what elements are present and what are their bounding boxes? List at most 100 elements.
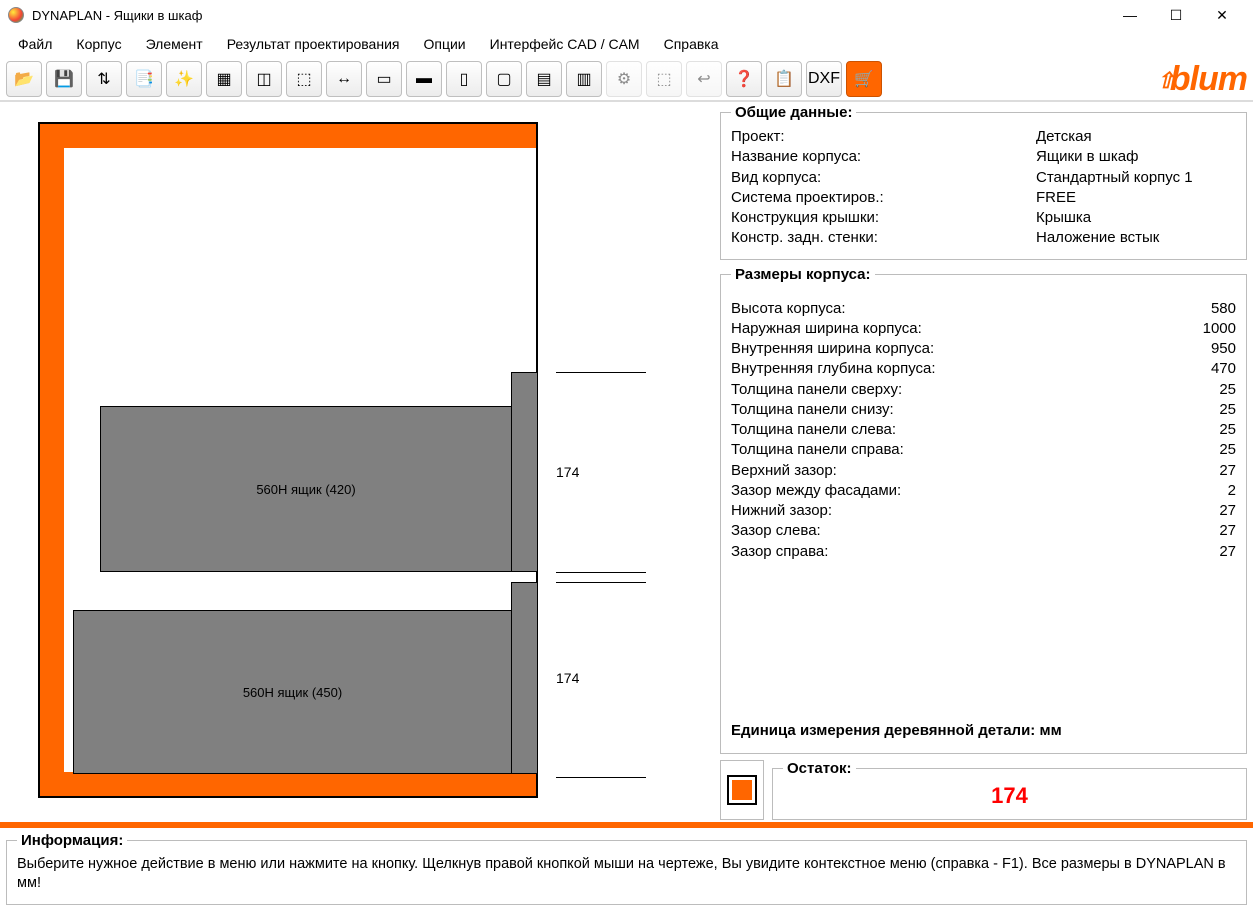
dim-key: Внутренняя ширина корпуса: — [731, 339, 1176, 359]
toolbar-button-12[interactable]: ▢ — [486, 61, 522, 97]
toolbar-button-8[interactable]: ↔ — [326, 61, 362, 97]
toolbar: 📂💾⇅📑✨▦◫⬚↔▭▬▯▢▤▥⚙⬚↩❓📋DXF🛒 ⇧blum — [0, 58, 1253, 102]
remainder-panel: Остаток: 174 — [772, 760, 1247, 820]
lid-label: Конструкция крышки: — [731, 208, 1036, 228]
toolbar-button-18[interactable]: ❓ — [726, 61, 762, 97]
dim-value: 27 — [1176, 501, 1236, 521]
menu-corpus[interactable]: Корпус — [64, 32, 133, 56]
menu-options[interactable]: Опции — [411, 32, 477, 56]
dims-legend: Размеры корпуса: — [731, 266, 875, 283]
cabinet-drawing: 560H ящик (420) 560H ящик (450) — [38, 122, 538, 798]
dim-row: Зазор справа:27 — [731, 542, 1236, 562]
menu-file[interactable]: Файл — [6, 32, 64, 56]
dim-value: 27 — [1176, 542, 1236, 562]
remainder-icon-box[interactable] — [720, 760, 764, 820]
window-title: DYNAPLAN - Ящики в шкаф — [32, 8, 1107, 23]
toolbar-button-10[interactable]: ▬ — [406, 61, 442, 97]
back-label: Констр. задн. стенки: — [731, 228, 1036, 248]
drawer2[interactable]: 560H ящик (450) — [73, 610, 512, 774]
remainder-row: Остаток: 174 — [720, 760, 1247, 820]
dim-value: 27 — [1176, 461, 1236, 481]
info-section: Информация: Выберите нужное действие в м… — [0, 828, 1253, 907]
toolbar-button-3[interactable]: 📑 — [126, 61, 162, 97]
project-value: Детская — [1036, 127, 1236, 147]
dim-row: Наружная ширина корпуса:1000 — [731, 319, 1236, 339]
toolbar-button-19[interactable]: 📋 — [766, 61, 802, 97]
dim-key: Зазор справа: — [731, 542, 1176, 562]
dim-key: Нижний зазор: — [731, 501, 1176, 521]
cabinet-top-panel — [40, 124, 536, 148]
menubar: Файл Корпус Элемент Результат проектиров… — [0, 30, 1253, 58]
dim1-bot-tick — [556, 572, 646, 573]
dim-row: Зазор между фасадами:2 — [731, 481, 1236, 501]
toolbar-button-17: ↩ — [686, 61, 722, 97]
toolbar-button-9[interactable]: ▭ — [366, 61, 402, 97]
cabinet-bottom-panel — [40, 772, 536, 796]
dim-value: 25 — [1176, 400, 1236, 420]
dim-value: 1000 — [1176, 319, 1236, 339]
type-label: Вид корпуса: — [731, 168, 1036, 188]
dimensions-list: Высота корпуса:580Наружная ширина корпус… — [731, 299, 1236, 562]
dim-row: Внутренняя ширина корпуса:950 — [731, 339, 1236, 359]
dim-value: 580 — [1176, 299, 1236, 319]
close-button[interactable]: ✕ — [1199, 0, 1245, 30]
dim-key: Толщина панели сверху: — [731, 380, 1176, 400]
back-value: Наложение встык — [1036, 228, 1236, 248]
dim2-label: 174 — [556, 670, 579, 686]
toolbar-buttons: 📂💾⇅📑✨▦◫⬚↔▭▬▯▢▤▥⚙⬚↩❓📋DXF🛒 — [6, 61, 882, 97]
dim-row: Толщина панели справа:25 — [731, 440, 1236, 460]
toolbar-button-13[interactable]: ▤ — [526, 61, 562, 97]
dim-row: Толщина панели сверху:25 — [731, 380, 1236, 400]
dim-key: Верхний зазор: — [731, 461, 1176, 481]
toolbar-button-11[interactable]: ▯ — [446, 61, 482, 97]
menu-result[interactable]: Результат проектирования — [215, 32, 412, 56]
dim1-top-tick — [556, 372, 646, 373]
dim1-label: 174 — [556, 464, 579, 480]
toolbar-button-20[interactable]: DXF — [806, 61, 842, 97]
dim-key: Зазор слева: — [731, 521, 1176, 541]
general-legend: Общие данные: — [731, 104, 856, 121]
dim-key: Толщина панели справа: — [731, 440, 1176, 460]
dim-value: 25 — [1176, 440, 1236, 460]
toolbar-button-21[interactable]: 🛒 — [846, 61, 882, 97]
info-legend: Информация: — [17, 832, 127, 849]
minimize-button[interactable]: — — [1107, 0, 1153, 30]
brand-logo: ⇧blum — [1156, 60, 1247, 99]
drawer1[interactable]: 560H ящик (420) — [100, 406, 512, 572]
remainder-icon — [727, 775, 757, 805]
toolbar-button-16: ⬚ — [646, 61, 682, 97]
dim-row: Высота корпуса:580 — [731, 299, 1236, 319]
side-panels: Общие данные: Проект:Детская Название ко… — [718, 102, 1253, 822]
dim-value: 27 — [1176, 521, 1236, 541]
dim-value: 2 — [1176, 481, 1236, 501]
toolbar-button-14[interactable]: ▥ — [566, 61, 602, 97]
toolbar-button-4[interactable]: ✨ — [166, 61, 202, 97]
project-label: Проект: — [731, 127, 1036, 147]
drawing-area[interactable]: 560H ящик (420) 560H ящик (450) 174 174 — [0, 102, 718, 822]
drawer2-side — [511, 582, 538, 774]
dim-value: 470 — [1176, 359, 1236, 379]
toolbar-button-2[interactable]: ⇅ — [86, 61, 122, 97]
name-value: Ящики в шкаф — [1036, 147, 1236, 167]
toolbar-button-7[interactable]: ⬚ — [286, 61, 322, 97]
dim-key: Толщина панели снизу: — [731, 400, 1176, 420]
main-area: 560H ящик (420) 560H ящик (450) 174 174 … — [0, 102, 1253, 822]
window-controls: — ☐ ✕ — [1107, 0, 1245, 30]
toolbar-button-0[interactable]: 📂 — [6, 61, 42, 97]
name-label: Название корпуса: — [731, 147, 1036, 167]
remainder-legend: Остаток: — [783, 760, 856, 777]
toolbar-button-6[interactable]: ◫ — [246, 61, 282, 97]
dim-row: Верхний зазор:27 — [731, 461, 1236, 481]
maximize-button[interactable]: ☐ — [1153, 0, 1199, 30]
dim-key: Наружная ширина корпуса: — [731, 319, 1176, 339]
cabinet-left-panel — [40, 124, 64, 796]
menu-element[interactable]: Элемент — [134, 32, 215, 56]
info-text: Выберите нужное действие в меню или нажм… — [17, 855, 1236, 894]
toolbar-button-1[interactable]: 💾 — [46, 61, 82, 97]
dim-value: 25 — [1176, 380, 1236, 400]
toolbar-button-15: ⚙ — [606, 61, 642, 97]
menu-cadcam[interactable]: Интерфейс CAD / CAM — [478, 32, 652, 56]
remainder-value: 174 — [783, 783, 1236, 809]
menu-help[interactable]: Справка — [652, 32, 731, 56]
toolbar-button-5[interactable]: ▦ — [206, 61, 242, 97]
